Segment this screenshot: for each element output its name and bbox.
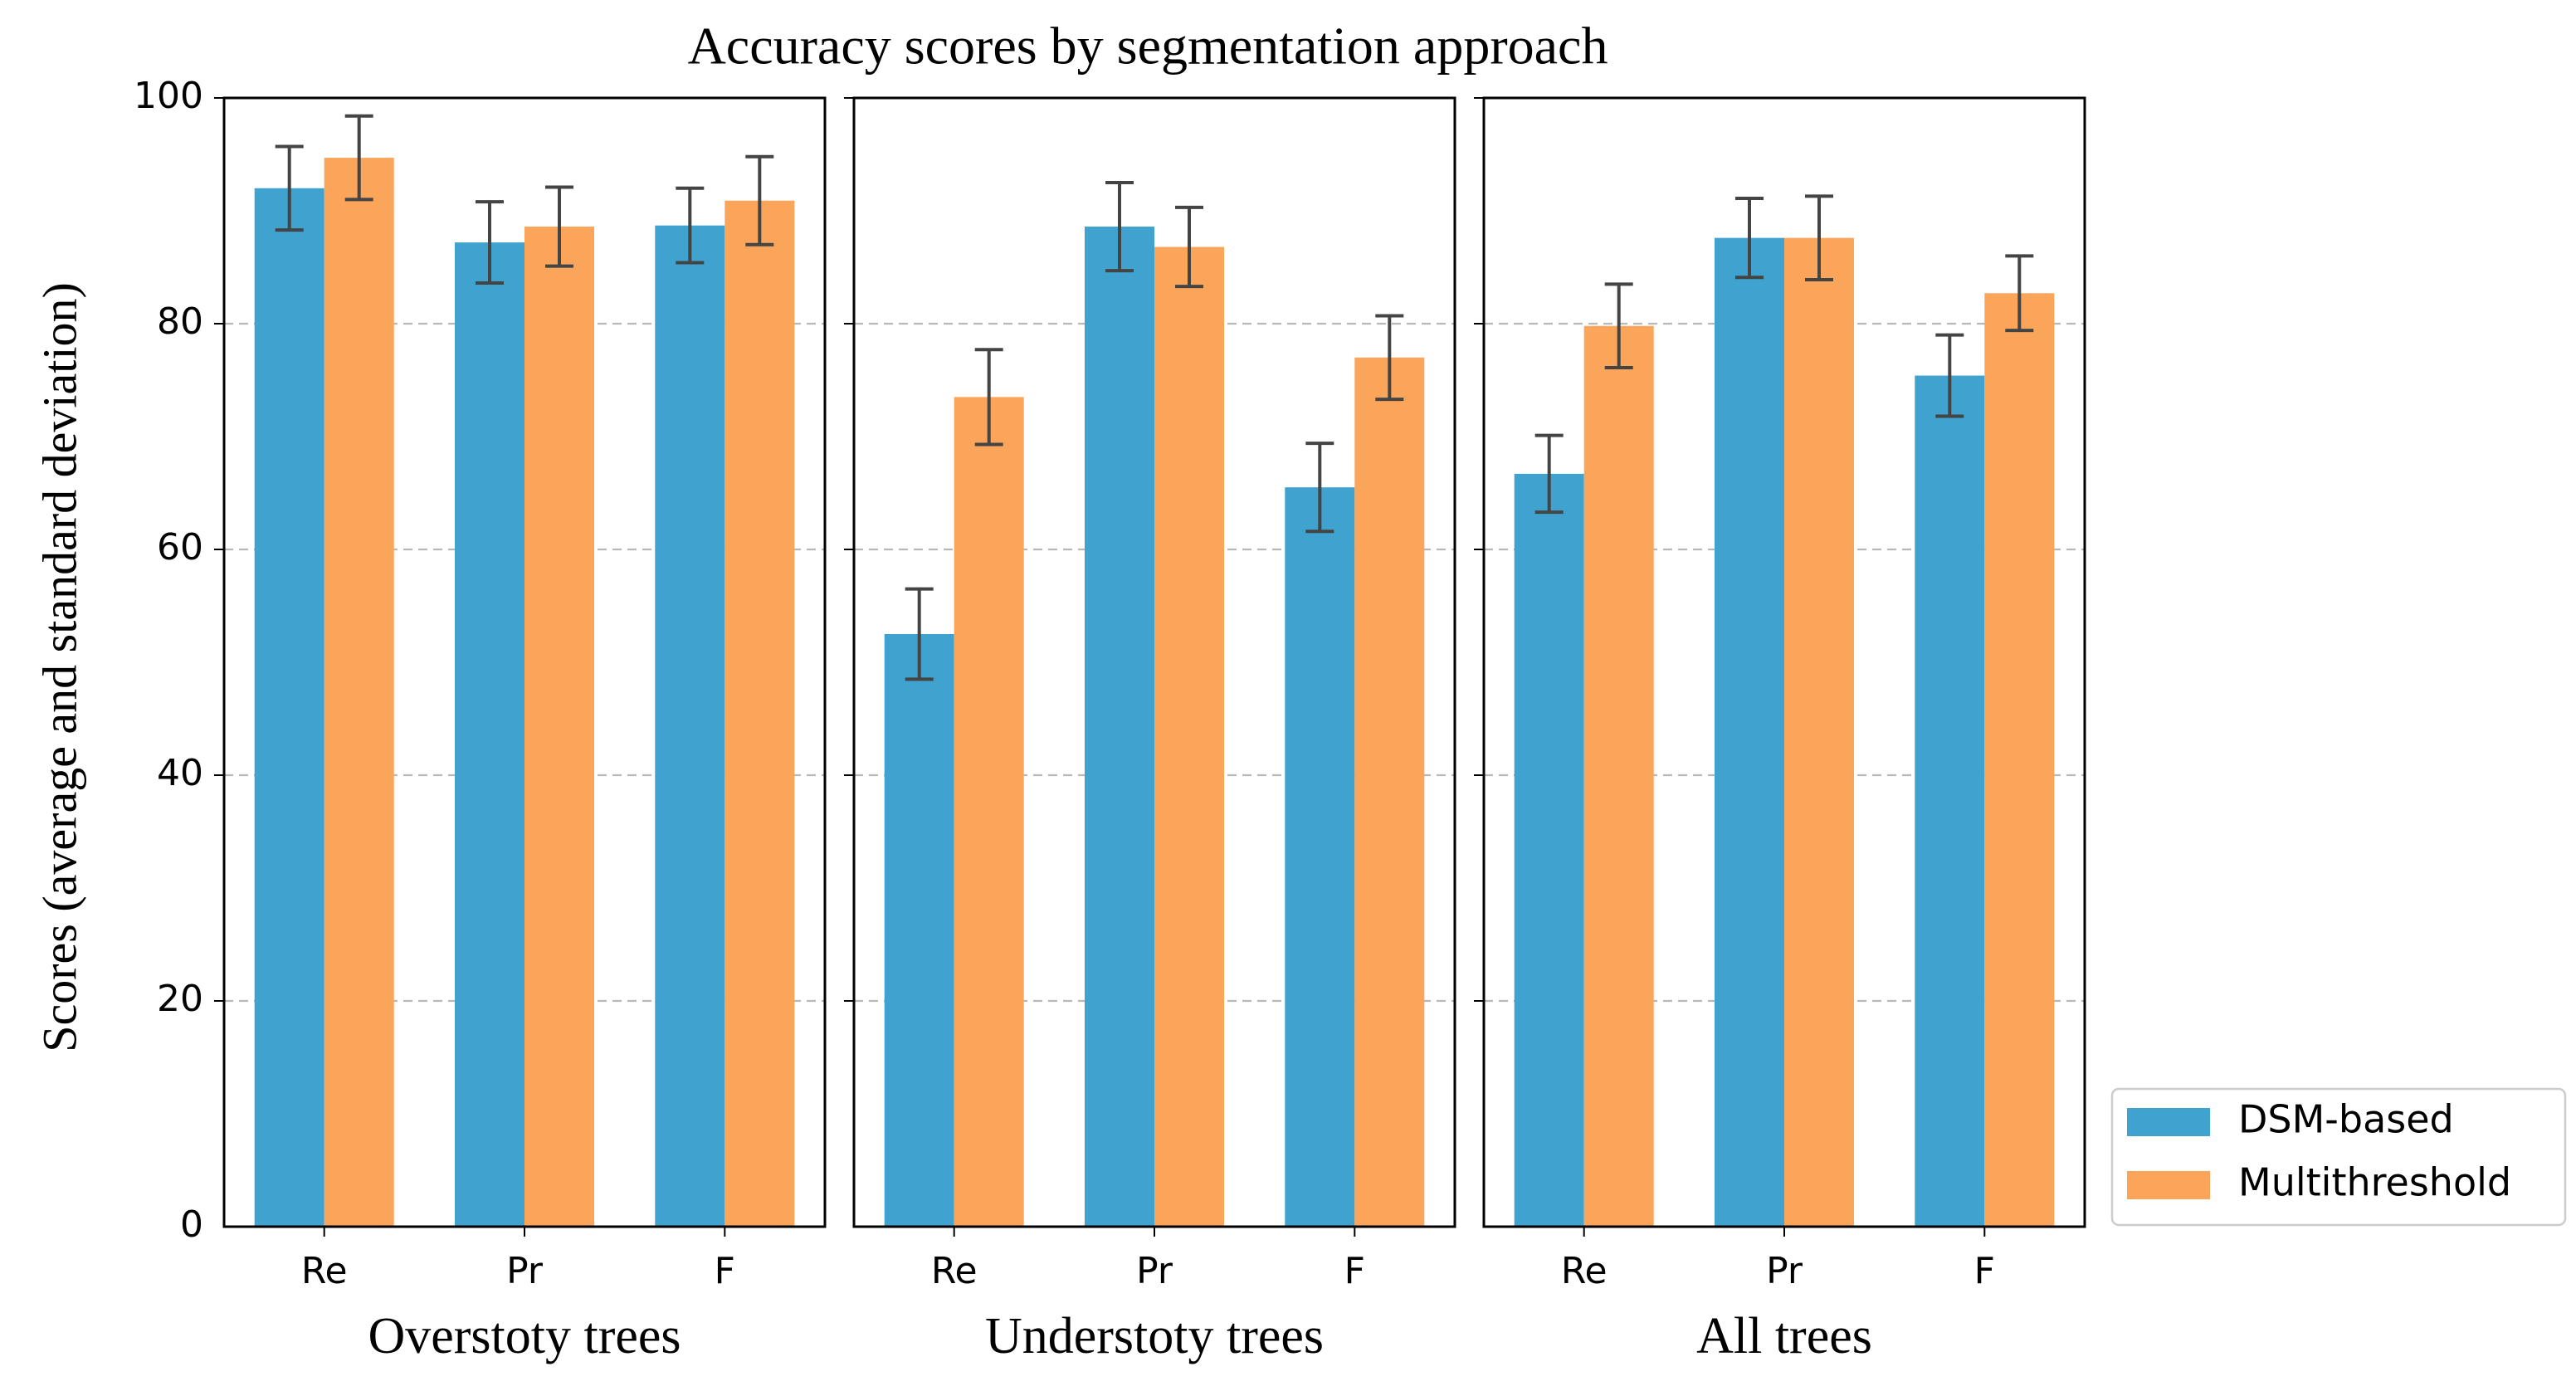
error-bar [905,587,934,681]
x-tick-label: Pr [506,1250,544,1292]
chart-title: Accuracy scores by segmentation approach [688,17,1608,76]
panels-layer: Re Pr F Overstoty trees Re Pr F Understoty tree… [214,96,2086,1364]
bar-dsm-based-f [655,225,725,1227]
error-bar [2005,254,2034,333]
error-bar [275,144,304,232]
bar-dsm-based-re [884,634,954,1227]
bar-multithreshold-f [724,200,795,1227]
error-bar [1604,282,1633,370]
x-tick-label: Re [301,1250,348,1292]
y-tick-label: 80 [157,300,203,343]
error-bar [1305,442,1334,534]
error-bar [1935,333,1964,418]
error-bar [476,200,504,286]
y-tick-label: 40 [157,752,203,794]
x-tick-label: Re [931,1250,978,1292]
bar-multithreshold-re [324,158,394,1227]
legend: DSM-based Multithreshold [2110,1087,2567,1227]
panel-xlabel: All trees [1696,1308,1872,1364]
error-bar [1534,433,1564,515]
error-bar [1805,194,1833,281]
x-tick-label: F [1344,1250,1365,1292]
error-bar [676,186,705,265]
y-tick-label: 60 [157,526,203,569]
bar-dsm-based-pr [455,242,524,1227]
bar-multithreshold-pr [1784,237,1854,1227]
y-tick-label: 20 [157,978,203,1020]
panel-3: Re Pr F All trees [1474,96,2086,1364]
legend-item: Multithreshold [2127,1160,2511,1205]
error-bar [974,348,1003,447]
bar-multithreshold-pr [524,227,594,1227]
panel-xlabel: Overstoty trees [368,1308,681,1364]
bar-dsm-based-re [254,188,324,1227]
x-tick-label: F [715,1250,735,1292]
legend-item: DSM-based [2127,1097,2454,1142]
y-tick-label: 0 [180,1203,203,1246]
legend-frame [2110,1087,2567,1227]
y-axis-label: Scores (average and standard deviation) [32,282,86,1052]
x-tick-label: F [1974,1250,1995,1292]
legend-label: Multithreshold [2238,1160,2511,1205]
bar-multithreshold-f [1354,357,1425,1227]
error-bar [1735,197,1764,280]
bar-dsm-based-f [1285,487,1355,1227]
y-tick-label: 100 [134,75,203,117]
error-bar [1175,205,1203,289]
legend-swatch [2127,1108,2210,1136]
bar-dsm-based-re [1514,473,1584,1227]
panel-2: Re Pr F Understoty trees [844,96,1456,1364]
error-bar [344,114,373,202]
legend-swatch [2127,1171,2210,1199]
legend-label: DSM-based [2238,1097,2454,1142]
error-bar [1375,314,1404,402]
bar-multithreshold-re [954,397,1024,1227]
bar-dsm-based-pr [1715,237,1784,1227]
bar-multithreshold-pr [1154,246,1224,1227]
error-bar [545,185,573,268]
bar-multithreshold-re [1583,325,1654,1227]
panel-xlabel: Understoty trees [985,1308,1324,1364]
y-axis: 0 20 40 60 80 100 [134,75,203,1246]
bar-dsm-based-f [1915,375,1985,1227]
bar-dsm-based-pr [1085,227,1154,1227]
panel-1: Re Pr F Overstoty trees [214,96,827,1364]
error-bar [1105,181,1134,273]
bar-multithreshold-f [1984,293,2055,1227]
x-tick-label: Re [1561,1250,1608,1292]
error-bar [745,154,774,246]
x-tick-label: Pr [1136,1250,1173,1292]
x-tick-label: Pr [1766,1250,1803,1292]
